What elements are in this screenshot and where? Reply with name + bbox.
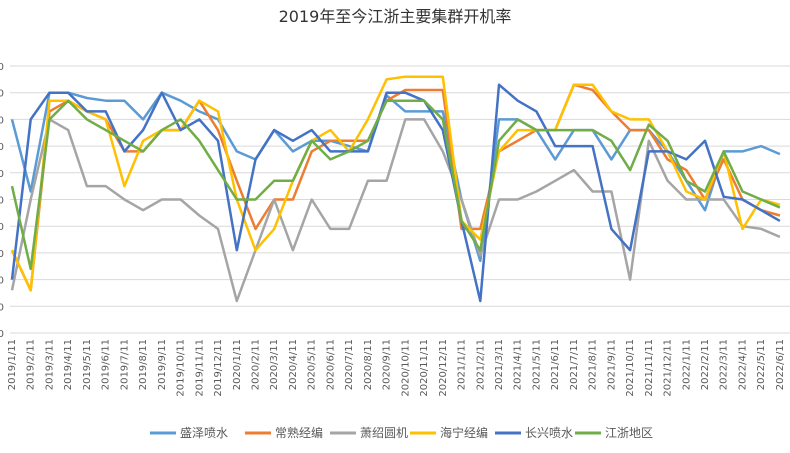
x-tick-label: 2019/1/11 [7,339,18,390]
x-tick-label: 2022/5/11 [756,339,767,390]
x-tick-label: 2020/7/11 [344,339,355,390]
x-tick-label: 2022/4/11 [737,339,748,390]
legend-label: 常熟经编 [275,425,323,440]
y-tick-label: 40 [0,222,4,233]
y-tick-label: 60 [0,169,4,180]
x-tick-label: 2021/10/11 [625,339,636,397]
x-tick-label: 2020/2/11 [250,339,261,390]
x-tick-label: 2019/7/11 [119,339,130,390]
x-tick-label: 2021/2/11 [475,339,486,390]
y-tick-label: 50 [0,196,4,207]
x-tick-label: 2020/9/11 [382,339,393,390]
x-tick-label: 2019/8/11 [138,339,149,390]
series-line [10,99,781,271]
x-tick-label: 2019/2/11 [26,339,37,390]
series-line [10,118,781,303]
x-tick-label: 2019/11/11 [194,339,205,397]
x-tick-label: 2021/4/11 [513,339,524,390]
x-tick-label: 2020/12/11 [438,339,449,397]
x-tick-label: 2019/12/11 [213,339,224,397]
y-tick-label: 20 [0,276,4,287]
x-tick-label: 2019/6/11 [101,339,112,390]
x-tick-label: 2022/2/11 [700,339,711,390]
y-tick-label: 80 [0,115,4,126]
x-tick-label: 2021/6/11 [550,339,561,390]
chart-title: 2019年至今江浙主要集群开机率 [279,7,512,26]
y-tick-label: 30 [0,249,4,260]
x-tick-label: 2021/1/11 [457,339,468,390]
legend-label: 江浙地区 [605,426,653,440]
x-tick-label: 2020/6/11 [325,339,336,390]
x-tick-label: 2021/9/11 [606,339,617,390]
x-tick-label: 2022/6/11 [775,339,786,390]
x-tick-label: 2019/4/11 [63,339,74,390]
x-tick-label: 2020/10/11 [400,339,411,397]
x-tick-label: 2019/3/11 [44,339,55,390]
series-line [10,75,781,292]
x-tick-label: 2020/8/11 [363,339,374,390]
y-tick-label: 70 [0,142,4,153]
x-tick-label: 2021/5/11 [531,339,542,390]
legend-label: 海宁经编 [440,425,488,440]
x-tick-label: 2021/3/11 [494,339,505,390]
x-tick-label: 2019/10/11 [176,339,187,397]
legend-label: 长兴喷水 [525,426,573,440]
y-tick-label: 90 [0,89,4,100]
x-tick-label: 2021/12/11 [663,339,674,397]
series-line [10,83,781,292]
x-tick-label: 2020/5/11 [307,339,318,390]
x-tick-label: 2020/11/11 [419,339,430,397]
legend-label: 萧绍圆机 [360,426,408,440]
legend-label: 盛泽喷水 [180,425,228,440]
x-tick-label: 2022/3/11 [719,339,730,390]
y-tick-label: 10 [0,302,4,313]
x-tick-label: 2019/5/11 [82,339,93,390]
y-tick-label: 100 [0,62,4,73]
x-tick-label: 2021/8/11 [588,339,599,390]
series-line [10,83,781,303]
x-tick-label: 2022/1/11 [681,339,692,390]
y-tick-label: 0 [0,329,4,340]
x-tick-label: 2020/4/11 [288,339,299,390]
x-tick-label: 2021/11/11 [644,339,655,397]
x-tick-label: 2021/7/11 [569,339,580,390]
x-tick-label: 2019/9/11 [157,339,168,390]
x-tick-label: 2020/1/11 [232,339,243,390]
x-tick-label: 2020/3/11 [269,339,280,390]
